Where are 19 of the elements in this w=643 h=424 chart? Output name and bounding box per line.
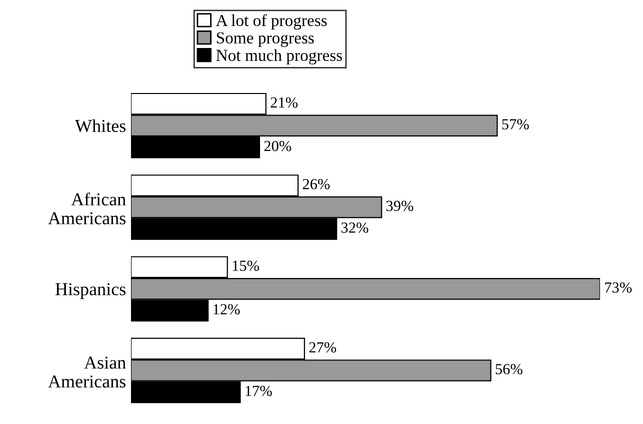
- legend-label: A lot of progress: [216, 14, 327, 30]
- data-label: 12%: [214, 304, 240, 314]
- y-tick-label: Asian Americans: [48, 356, 126, 388]
- legend-label: Not much progress: [216, 49, 342, 64]
- data-label: 57%: [502, 119, 529, 130]
- legend-label: Some progress: [216, 32, 314, 47]
- data-label: 73%: [605, 282, 632, 293]
- y-tick-label: Hispanics: [55, 283, 126, 299]
- data-label: 39%: [386, 200, 414, 212]
- data-label: 56%: [496, 364, 522, 374]
- data-label: 15%: [232, 260, 260, 271]
- data-label: 20%: [264, 140, 292, 152]
- data-label: 26%: [302, 178, 330, 190]
- y-tick-label: African Americans: [48, 192, 126, 224]
- data-label: 32%: [341, 222, 368, 233]
- data-label: 21%: [270, 97, 298, 108]
- y-tick-label: Whites: [75, 119, 126, 132]
- data-label: 27%: [309, 342, 336, 353]
- data-label: 17%: [246, 386, 272, 396]
